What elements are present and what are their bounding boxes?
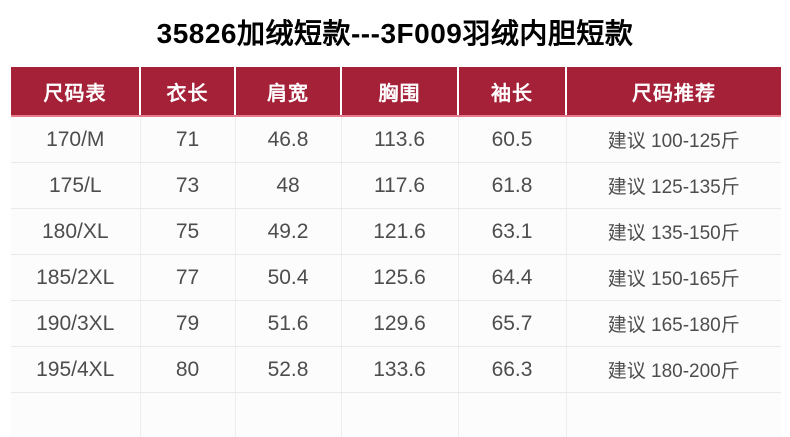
cell-length: 79 [140,301,235,347]
cell-recommendation: 建议 150-165斤 [566,255,781,301]
cell-shoulder: 51.6 [235,301,341,347]
cell-sleeve: 61.8 [458,163,566,209]
cell-bust: 125.6 [341,255,458,301]
cell-shoulder: 46.8 [235,116,341,163]
cell-shoulder: 52.8 [235,347,341,393]
table-row: 190/3XL 79 51.6 129.6 65.7 建议 165-180斤 [11,301,781,347]
cell-sleeve: 65.7 [458,301,566,347]
cell-bust: 117.6 [341,163,458,209]
cell-empty [458,393,566,437]
table-header-row: 尺码表 衣长 肩宽 胸围 袖长 尺码推荐 [11,67,781,116]
header-cell-sleeve: 袖长 [458,67,566,116]
table-row: 175/L 73 48 117.6 61.8 建议 125-135斤 [11,163,781,209]
cell-recommendation: 建议 135-150斤 [566,209,781,255]
page-title: 35826加绒短款---3F009羽绒内胆短款 [0,15,790,53]
cell-size: 170/M [11,116,140,163]
table-row: 185/2XL 77 50.4 125.6 64.4 建议 150-165斤 [11,255,781,301]
cell-shoulder: 48 [235,163,341,209]
header-cell-size-label: 尺码表 [11,67,140,116]
table-row: 180/XL 75 49.2 121.6 63.1 建议 135-150斤 [11,209,781,255]
cell-bust: 121.6 [341,209,458,255]
cell-sleeve: 64.4 [458,255,566,301]
header-cell-recommendation: 尺码推荐 [566,67,781,116]
cell-length: 71 [140,116,235,163]
cell-bust: 113.6 [341,116,458,163]
cell-empty [566,393,781,437]
cell-bust: 133.6 [341,347,458,393]
cell-size: 185/2XL [11,255,140,301]
cell-shoulder: 49.2 [235,209,341,255]
cell-empty [11,393,140,437]
table-row: 195/4XL 80 52.8 133.6 66.3 建议 180-200斤 [11,347,781,393]
cell-empty [235,393,341,437]
cell-size: 195/4XL [11,347,140,393]
cell-length: 75 [140,209,235,255]
cell-empty [140,393,235,437]
cell-sleeve: 63.1 [458,209,566,255]
cell-recommendation: 建议 125-135斤 [566,163,781,209]
cell-sleeve: 66.3 [458,347,566,393]
header-cell-bust: 胸围 [341,67,458,116]
cell-size: 175/L [11,163,140,209]
table-row-empty [11,393,781,437]
cell-shoulder: 50.4 [235,255,341,301]
cell-length: 73 [140,163,235,209]
size-table: 尺码表 衣长 肩宽 胸围 袖长 尺码推荐 170/M 71 46.8 113.6… [11,67,781,437]
cell-recommendation: 建议 180-200斤 [566,347,781,393]
cell-length: 80 [140,347,235,393]
cell-size: 180/XL [11,209,140,255]
cell-empty [341,393,458,437]
header-cell-shoulder: 肩宽 [235,67,341,116]
cell-recommendation: 建议 100-125斤 [566,116,781,163]
cell-length: 77 [140,255,235,301]
cell-recommendation: 建议 165-180斤 [566,301,781,347]
table-row: 170/M 71 46.8 113.6 60.5 建议 100-125斤 [11,116,781,163]
cell-bust: 129.6 [341,301,458,347]
size-chart-page: 35826加绒短款---3F009羽绒内胆短款 尺码表 衣长 肩宽 胸围 袖长 … [0,15,790,437]
cell-size: 190/3XL [11,301,140,347]
cell-sleeve: 60.5 [458,116,566,163]
header-cell-length: 衣长 [140,67,235,116]
